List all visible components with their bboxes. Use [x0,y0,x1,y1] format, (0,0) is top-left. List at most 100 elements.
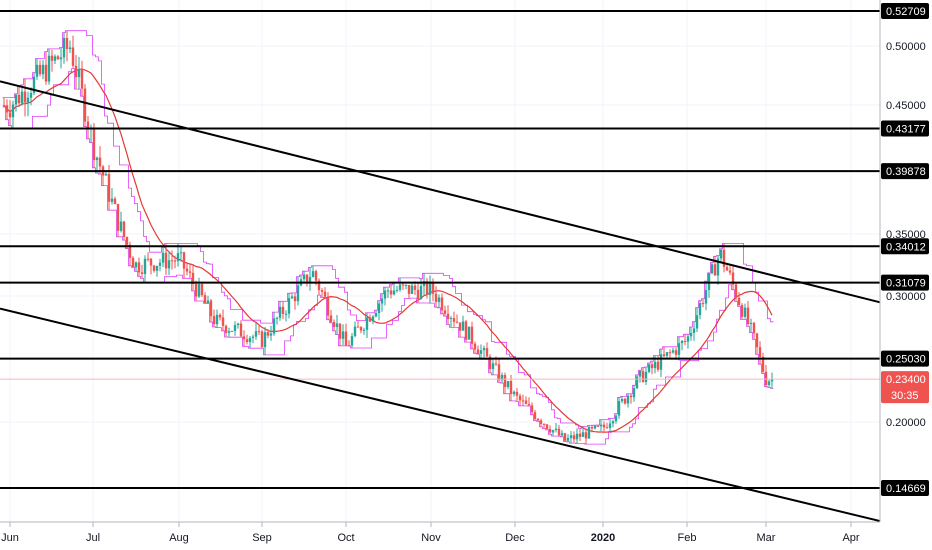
candle [74,54,78,90]
candle-body [197,284,201,297]
candle [473,341,477,354]
candle-body [683,340,687,342]
grid [0,0,880,522]
candle-body [401,284,405,286]
candle [710,262,714,275]
candle [356,320,360,328]
candle-body [392,290,396,295]
candle-body [611,421,615,424]
candle [359,326,363,334]
candle-body [542,423,546,425]
countdown-label: 30:35 [891,390,919,402]
candle-body [650,364,654,369]
candle [56,55,60,60]
candle [647,362,651,374]
candle-body [458,322,462,331]
candle-body [2,105,6,106]
candle [320,288,324,298]
candle [401,283,405,290]
candle-body [725,266,729,271]
candle-body [152,265,156,271]
candle-body [14,94,18,105]
candle [326,292,330,320]
candle-body [77,69,81,78]
candle-body [584,432,588,439]
candle-body [125,237,129,245]
candle [158,258,162,272]
candle-body [638,370,642,377]
candle-body [647,364,651,372]
candle-body [731,272,735,285]
candle [632,385,636,402]
candle [50,49,54,72]
candle [212,309,216,327]
candle-body [248,337,252,343]
candle [518,393,522,406]
candle [512,390,516,397]
candle-body [527,404,531,406]
candle [746,300,750,327]
candle [587,425,591,439]
candle-body [707,273,711,290]
candle-body [713,264,717,276]
candle-body [557,428,561,436]
candle-body [491,363,495,370]
candle [464,319,468,343]
candle [155,265,159,277]
candle-body [50,55,54,61]
candle [428,275,432,304]
candle [491,358,495,375]
candle [542,423,546,429]
candle [500,372,504,384]
candle-body [569,435,573,439]
candle [11,100,15,129]
candle [227,327,231,338]
candle-body [251,336,255,338]
candle-body [59,57,63,60]
candle-body [260,331,264,348]
candle [539,418,543,427]
candle [32,72,36,96]
candle [170,250,174,270]
candle-body [764,371,768,386]
candle [143,255,147,284]
time-tick-label: Mar [757,532,776,544]
candle [260,329,264,349]
candle [173,255,177,269]
candle-body [119,221,123,231]
candle-body [644,371,648,382]
candle-body [173,260,177,262]
candle-body [755,333,759,348]
candle [572,431,576,443]
candle-body [377,303,381,314]
candle-body [719,249,723,259]
candle-body [524,400,528,405]
candle [167,250,171,276]
candle-body [674,350,678,355]
candle-body [746,307,750,324]
trendline[interactable] [0,307,881,523]
price-tick-label: 0.30000 [886,291,926,303]
candle-body [770,379,774,382]
candle-body [500,374,504,381]
candle [593,425,597,430]
candle-body [326,296,330,316]
candle [23,78,27,117]
candle-body [722,249,726,267]
candle [185,262,189,276]
candle [644,367,648,386]
candle-body [737,297,741,306]
candle [395,285,399,293]
candle-body [575,433,579,440]
candle-body [275,317,279,319]
level-label: 0.39878 [886,166,926,178]
candle-body [113,198,117,204]
trendline[interactable] [0,80,881,304]
candle-body [482,348,486,351]
candle-body [71,47,75,66]
candle [290,292,294,299]
candle-body [767,381,771,386]
candle [134,261,138,272]
candle-body [515,391,519,396]
